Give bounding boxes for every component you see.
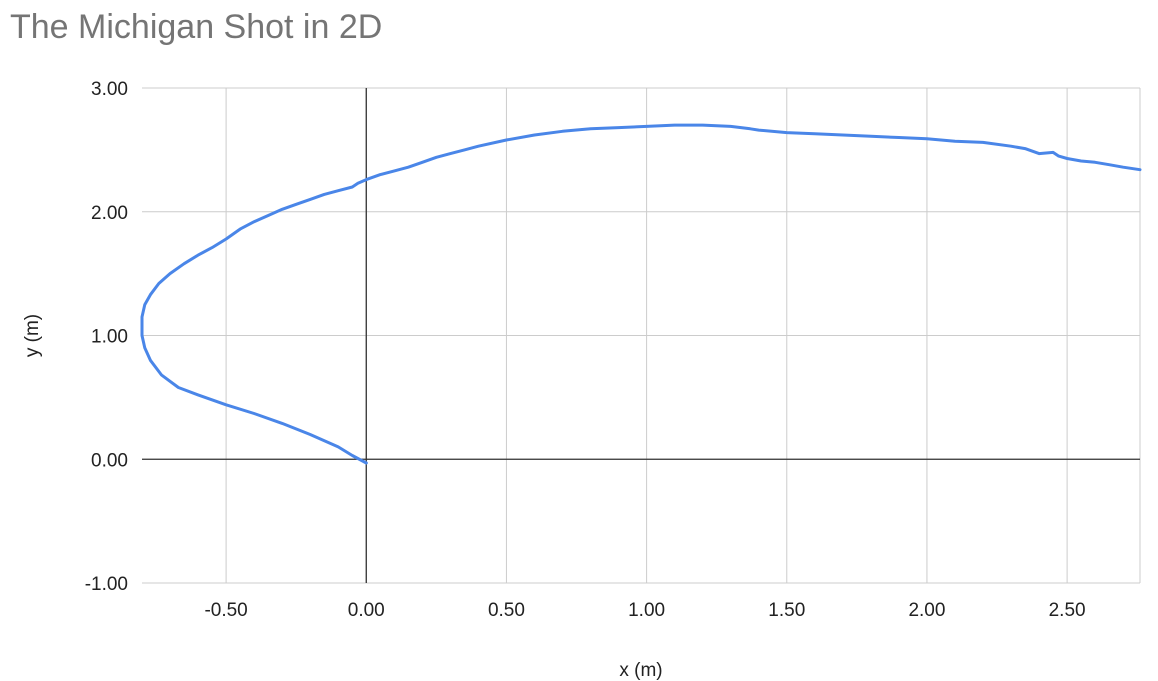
x-tick-label: -0.50 (204, 600, 247, 621)
y-tick-label: 2.00 (91, 203, 128, 224)
chart-title: The Michigan Shot in 2D (10, 8, 383, 46)
y-tick-label: 0.00 (91, 450, 128, 471)
tick-labels: -1.00 0.00 1.00 2.00 3.00 -0.50 0.00 0.50 1.00 1.… (85, 79, 1086, 621)
y-tick-label: 1.00 (91, 327, 128, 348)
y-axis-title: y (m) (22, 314, 43, 357)
gridlines (142, 87, 1141, 584)
x-tick-label: 2.50 (1049, 600, 1086, 621)
x-tick-label: 1.50 (768, 600, 805, 621)
x-tick-label: 1.00 (628, 600, 665, 621)
y-tick-label: -1.00 (85, 574, 128, 595)
series (140, 123, 1142, 465)
x-tick-label: 2.00 (908, 600, 945, 621)
x-tick-label: 0.50 (488, 600, 525, 621)
series-line (140, 123, 1142, 465)
zero-axes (142, 88, 1140, 583)
y-tick-label: 3.00 (91, 79, 128, 100)
x-tick-label: 0.00 (348, 600, 385, 621)
x-axis-title: x (m) (619, 660, 662, 681)
